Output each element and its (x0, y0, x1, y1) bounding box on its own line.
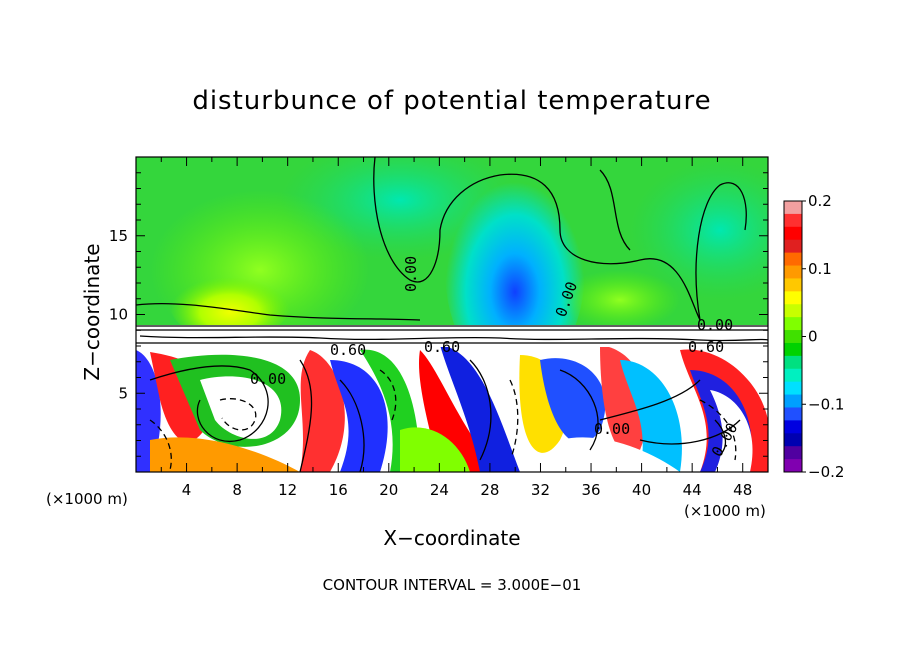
contour-label: 0.00 (402, 256, 420, 292)
colorbar-swatch (784, 291, 802, 305)
x-unit-label-right: (×1000 m) (684, 502, 766, 520)
x-tick-label: 16 (329, 481, 348, 499)
chart-title: disturbunce of potential temperature (192, 86, 712, 116)
x-tick-label: 36 (581, 481, 600, 499)
x-axis-label: X−coordinate (383, 526, 521, 550)
colorbar-swatch (784, 265, 802, 279)
y-tick-label: 10 (109, 306, 128, 324)
contour-label: 0.00 (250, 370, 286, 388)
x-tick-label: 48 (733, 481, 752, 499)
x-unit-label-left: (×1000 m) (46, 490, 128, 508)
contour-interval-label: CONTOUR INTERVAL = 3.000E−01 (322, 576, 582, 594)
colorbar-swatch (784, 394, 802, 408)
colorbar-swatch (784, 213, 802, 228)
y-axis: 5 10 15 (109, 172, 768, 457)
colorbar-swatch (784, 420, 802, 434)
colorbar-swatch (784, 381, 802, 396)
colorbar-swatch (784, 317, 802, 331)
contour-label: 0.00 (594, 420, 630, 438)
colorbar-swatch (784, 330, 802, 344)
colorbar-tick-label: −0.1 (808, 395, 844, 413)
colorbar-tick-label: −0.2 (808, 463, 844, 481)
x-tick-label: 44 (683, 481, 702, 499)
x-tick-label: 28 (480, 481, 499, 499)
contour-label: 0.60 (688, 338, 724, 356)
x-tick-label: 4 (182, 481, 192, 499)
x-tick-label: 8 (232, 481, 242, 499)
contour-label: 0.60 (330, 341, 366, 359)
colorbar-swatch (784, 278, 802, 292)
colorbar-tick-label: 0.1 (808, 260, 832, 278)
colorbar-swatch (784, 226, 802, 241)
colorbar-swatch (784, 304, 802, 318)
colorbar-tick-label: 0.2 (808, 192, 832, 210)
colorbar: 0.2 0.1 0 −0.1 −0.2 (783, 192, 844, 481)
contour-lines (136, 157, 768, 472)
colorbar-swatch (784, 355, 802, 370)
contour-label: 0.00 (697, 316, 733, 334)
x-tick-label: 12 (278, 481, 297, 499)
heatmap-field (136, 157, 768, 472)
colorbar-swatch (784, 368, 802, 383)
x-tick-label: 32 (531, 481, 550, 499)
colorbar-swatch (784, 446, 802, 460)
x-axis: 4 8 12 16 20 24 28 32 36 40 44 48 (160, 157, 752, 499)
colorbar-swatch (784, 201, 802, 215)
x-tick-label: 40 (632, 481, 651, 499)
contour-label: 0.60 (424, 338, 460, 356)
colorbar-swatch (784, 342, 802, 357)
x-tick-label: 20 (379, 481, 398, 499)
contour-lines-dashed (149, 369, 737, 471)
colorbar-swatch (784, 252, 802, 267)
colorbar-swatch (784, 433, 802, 447)
colorbar-tick-label: 0 (808, 328, 818, 346)
colorbar-swatch (784, 459, 802, 473)
colorbar-swatch (784, 239, 802, 254)
y-tick-label: 15 (109, 227, 128, 245)
y-tick-label: 5 (118, 384, 128, 402)
colorbar-swatch (784, 407, 802, 421)
x-tick-label: 24 (430, 481, 449, 499)
